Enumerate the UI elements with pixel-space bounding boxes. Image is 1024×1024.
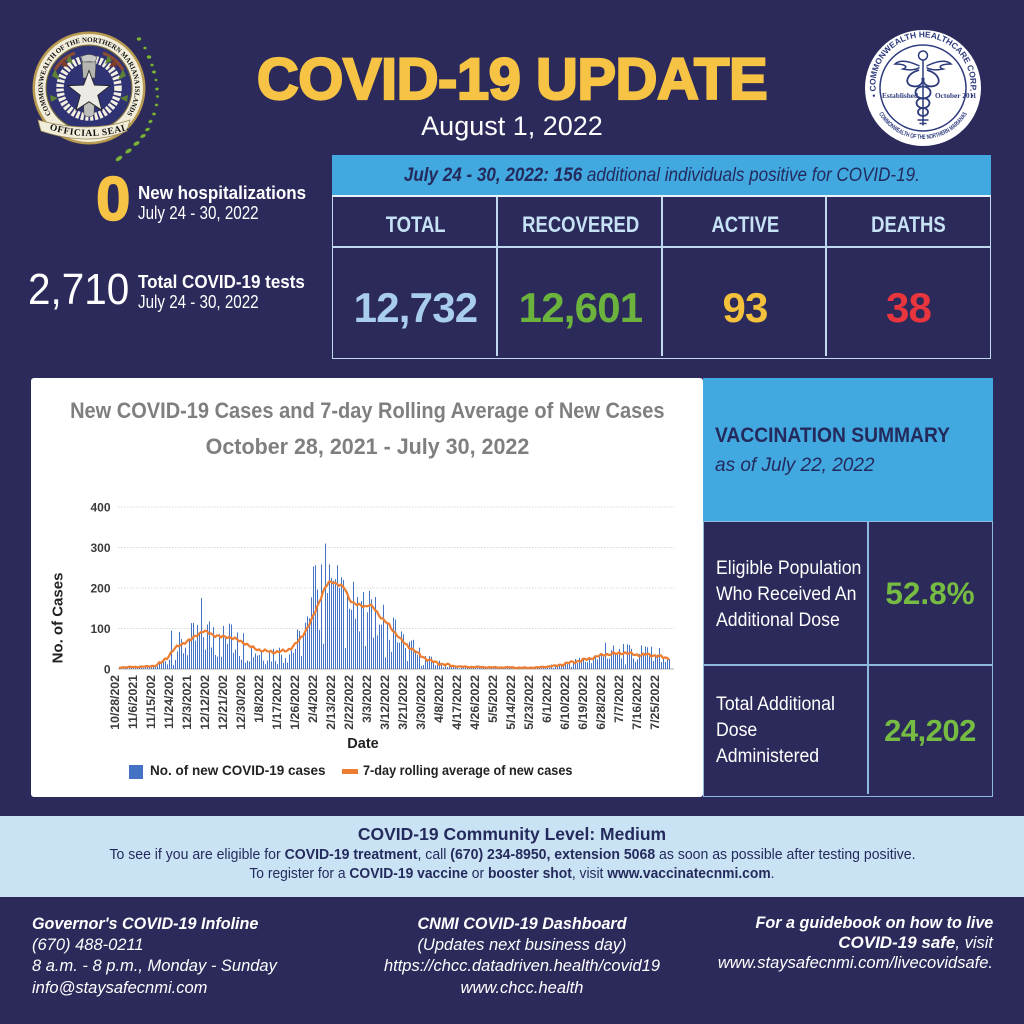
- svg-text:7/16/2022: 7/16/2022: [630, 675, 644, 730]
- svg-text:6/28/2022: 6/28/2022: [594, 675, 608, 730]
- svg-text:5/14/2022: 5/14/2022: [504, 675, 518, 730]
- svg-text:4/26/2022: 4/26/2022: [468, 675, 482, 730]
- svg-text:12/3/2021: 12/3/2021: [180, 675, 194, 730]
- svg-text:3/30/2022: 3/30/2022: [414, 675, 428, 730]
- svg-text:0: 0: [104, 663, 111, 677]
- svg-text:3/12/2022: 3/12/2022: [378, 675, 392, 730]
- svg-text:October 2011: October 2011: [935, 91, 977, 100]
- svg-text:10/28/202: 10/28/202: [108, 675, 122, 730]
- svg-text:6/1/2022: 6/1/2022: [540, 675, 554, 723]
- svg-text:Established: Established: [882, 91, 918, 100]
- svg-text:12/30/202: 12/30/202: [234, 675, 248, 730]
- svg-text:6/19/2022: 6/19/2022: [576, 675, 590, 730]
- svg-text:4/17/2022: 4/17/2022: [450, 675, 464, 730]
- svg-text:11/6/2021: 11/6/2021: [126, 675, 140, 729]
- svg-text:12/21/202: 12/21/202: [216, 675, 230, 730]
- svg-text:2/4/2022: 2/4/2022: [306, 675, 320, 723]
- svg-text:3/3/2022: 3/3/2022: [360, 675, 374, 723]
- svg-text:12/12/202: 12/12/202: [198, 675, 212, 730]
- svg-text:1/8/2022: 1/8/2022: [252, 675, 266, 723]
- svg-text:6/10/2022: 6/10/2022: [558, 675, 572, 730]
- svg-text:100: 100: [90, 622, 110, 636]
- svg-text:7/25/2022: 7/25/2022: [648, 675, 662, 730]
- svg-text:7/7/2022: 7/7/2022: [612, 675, 626, 723]
- svg-text:2/22/2022: 2/22/2022: [342, 675, 356, 730]
- svg-text:1/26/2022: 1/26/2022: [288, 675, 302, 730]
- svg-text:5/5/2022: 5/5/2022: [486, 675, 500, 723]
- svg-text:11/15/202: 11/15/202: [144, 675, 158, 729]
- svg-text:300: 300: [90, 541, 110, 555]
- svg-text:5/23/2022: 5/23/2022: [522, 675, 536, 730]
- svg-text:2/13/2022: 2/13/2022: [324, 675, 338, 730]
- svg-text:3/21/2022: 3/21/2022: [396, 675, 410, 730]
- svg-text:1/17/2022: 1/17/2022: [270, 675, 284, 730]
- svg-text:200: 200: [90, 582, 110, 596]
- svg-text:11/24/202: 11/24/202: [162, 675, 176, 729]
- svg-text:4/8/2022: 4/8/2022: [432, 675, 446, 723]
- svg-text:400: 400: [90, 501, 110, 515]
